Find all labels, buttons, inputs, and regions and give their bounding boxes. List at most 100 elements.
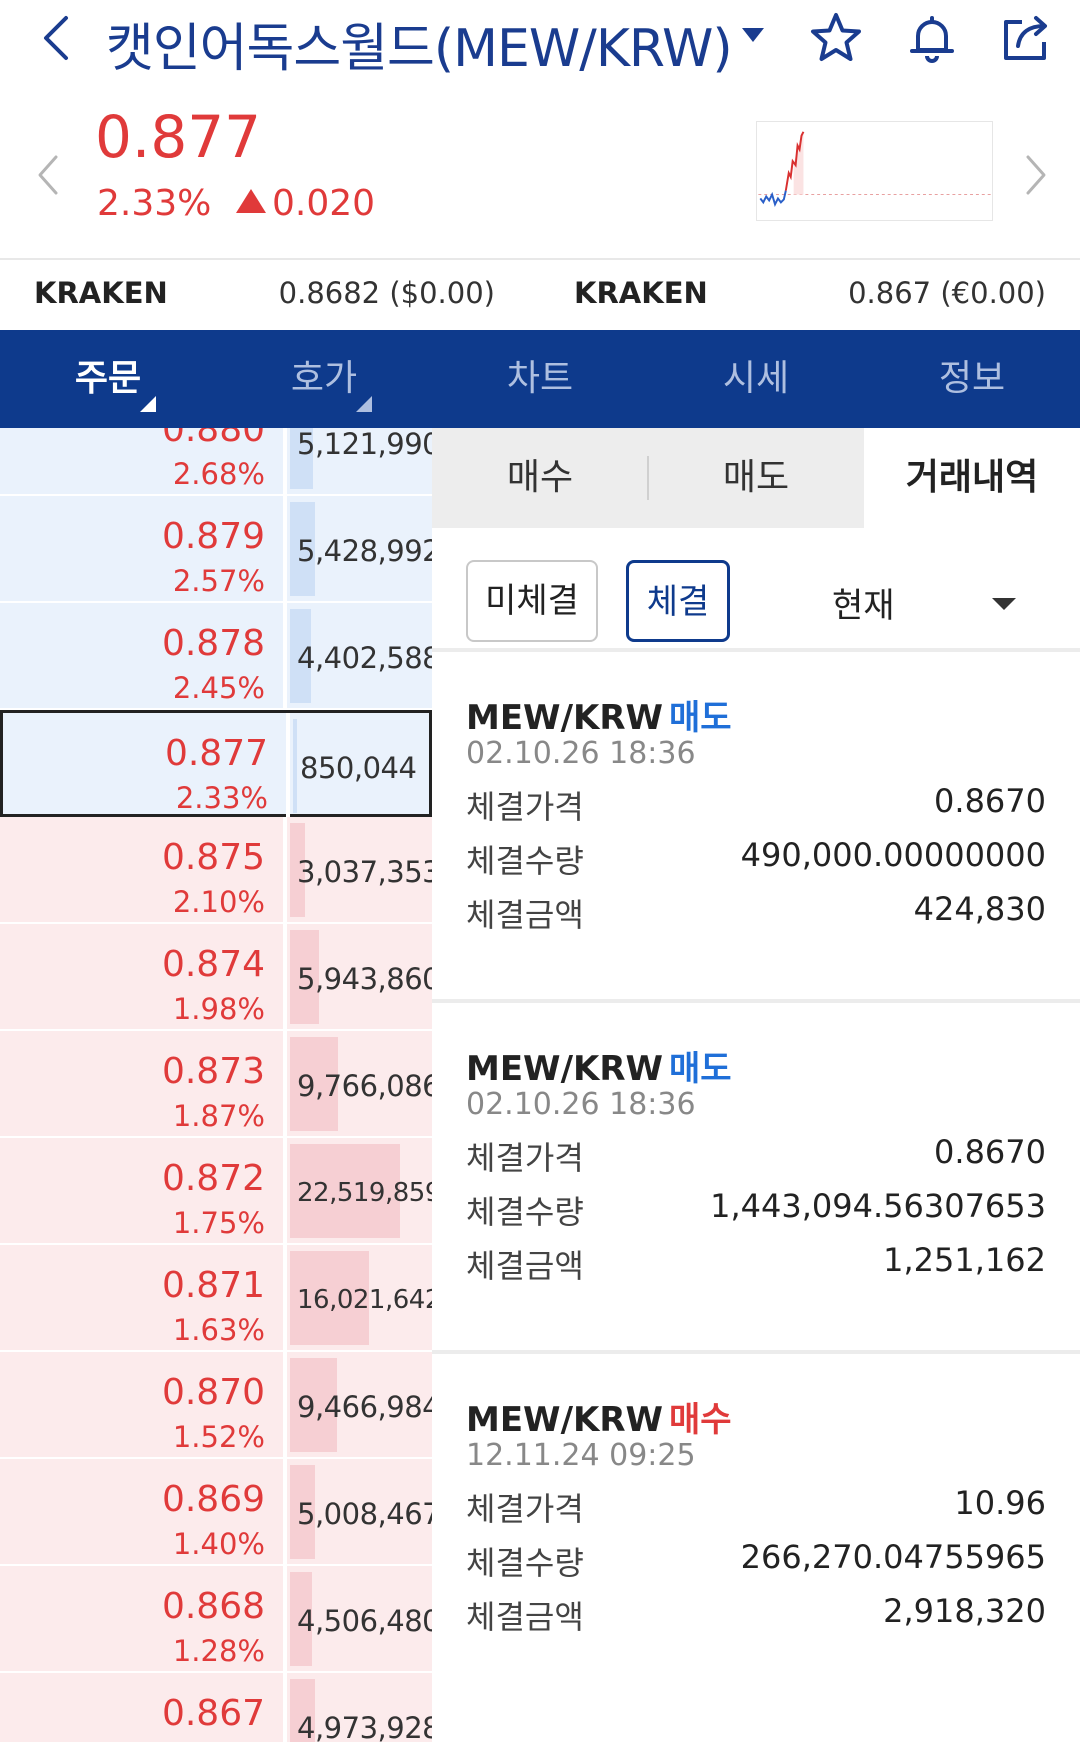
orderbook-price: 0.870 bbox=[161, 1372, 265, 1413]
tab-order[interactable]: 주문 bbox=[0, 330, 216, 428]
prev-coin-icon[interactable] bbox=[36, 153, 60, 197]
trade-detail-row: 체결가격 0.8670 bbox=[466, 782, 1046, 826]
orderbook-row[interactable]: 0.878 2.45% 4,402,588 bbox=[0, 603, 432, 710]
trade-detail-row: 체결금액 424,830 bbox=[466, 890, 1046, 934]
orderbook-row[interactable]: 0.870 1.52% 9,466,984 bbox=[0, 1352, 432, 1459]
orderbook-price: 0.877 bbox=[164, 733, 268, 774]
orderbook-row[interactable]: 0.877 2.33% 850,044 bbox=[0, 710, 432, 818]
bell-icon[interactable] bbox=[904, 10, 960, 66]
subtab-buy[interactable]: 매수 bbox=[506, 457, 574, 498]
subtab-history[interactable]: 거래내역 bbox=[864, 428, 1080, 528]
subtab-divider bbox=[647, 456, 649, 500]
volume-bar bbox=[290, 609, 311, 703]
trade-divider bbox=[432, 999, 1080, 1003]
trade-pair: MEW/KRW bbox=[466, 698, 664, 738]
trade-detail-row: 체결수량 266,270.04755965 bbox=[466, 1538, 1046, 1582]
orderbook-price-cell: 0.878 2.45% bbox=[0, 603, 287, 708]
orderbook-percent: 2.57% bbox=[172, 564, 265, 598]
star-icon[interactable] bbox=[808, 10, 864, 66]
back-icon[interactable] bbox=[38, 14, 74, 62]
orderbook-price: 0.869 bbox=[161, 1479, 265, 1520]
orderbook-row[interactable]: 0.873 1.87% 9,766,086 bbox=[0, 1031, 432, 1138]
period-select[interactable]: 현재 bbox=[832, 586, 895, 626]
share-icon[interactable] bbox=[998, 10, 1054, 66]
dropdown-caret-icon[interactable] bbox=[992, 598, 1016, 610]
orderbook-price: 0.879 bbox=[161, 516, 265, 557]
corner-indicator-icon bbox=[140, 396, 156, 412]
volume-bar bbox=[290, 1144, 400, 1238]
orderbook-price: 0.873 bbox=[161, 1051, 265, 1092]
orderbook-percent: 1.98% bbox=[172, 992, 265, 1026]
tab-orderbook[interactable]: 호가 bbox=[216, 330, 432, 428]
trade-detail-value: 1,443,094.56307653 bbox=[710, 1187, 1046, 1225]
trade-time: 12.11.24 09:25 bbox=[466, 1438, 696, 1473]
orderbook-price: 0.878 bbox=[161, 623, 265, 664]
tab-info[interactable]: 정보 bbox=[938, 358, 1006, 399]
volume-bar bbox=[290, 1251, 369, 1345]
orderbook-price: 0.871 bbox=[161, 1265, 265, 1306]
orderbook-row[interactable]: 0.868 1.28% 4,506,480 bbox=[0, 1566, 432, 1673]
volume-bar bbox=[290, 1572, 312, 1666]
trade-detail-row: 체결금액 2,918,320 bbox=[466, 1592, 1046, 1636]
orderbook-price-cell: 0.877 2.33% bbox=[3, 713, 290, 818]
orderbook-row[interactable]: 0.880 2.68% 5,121,990 bbox=[0, 428, 432, 496]
orderbook-volume: 4,402,588 bbox=[297, 641, 432, 675]
orderbook-percent: 1.28% bbox=[172, 1634, 265, 1668]
trade-card[interactable]: MEW/KRW 매도 02.10.26 18:36 체결가격 0.8670 체결수량 1,4… bbox=[432, 1003, 1080, 1353]
trade-detail-value: 266,270.04755965 bbox=[740, 1538, 1046, 1576]
orderbook-price: 0.867 bbox=[161, 1693, 265, 1734]
subtab-sell[interactable]: 매도 bbox=[722, 457, 790, 498]
orderbook-volume: 22,519,859 bbox=[297, 1178, 432, 1208]
order-subtabs: 매수 매도 거래내역 bbox=[432, 428, 1080, 528]
trade-title: MEW/KRW 매도 bbox=[466, 1041, 732, 1090]
orderbook-price-cell: 0.871 1.63% bbox=[0, 1245, 287, 1350]
orderbook-price: 0.880 bbox=[161, 428, 265, 450]
mini-price-chart[interactable] bbox=[756, 121, 993, 221]
trade-pair: MEW/KRW bbox=[466, 1400, 664, 1440]
orderbook-price-cell: 0.873 1.87% bbox=[0, 1031, 287, 1136]
trade-detail-value: 0.8670 bbox=[934, 1133, 1046, 1171]
filled-filter-button[interactable]: 체결 bbox=[626, 560, 730, 642]
volume-bar bbox=[290, 502, 315, 596]
orderbook-volume: 9,766,086 bbox=[297, 1069, 432, 1103]
trade-detail-label: 체결수량 bbox=[466, 1193, 584, 1231]
trade-detail-label: 체결금액 bbox=[466, 1247, 584, 1285]
orderbook-row[interactable]: 0.879 2.57% 5,428,992 bbox=[0, 496, 432, 603]
header: 캣인어독스월드(MEW/KRW) bbox=[0, 0, 1080, 79]
next-coin-icon[interactable] bbox=[1024, 153, 1048, 197]
volume-bar bbox=[290, 1465, 315, 1559]
page-title[interactable]: 캣인어독스월드(MEW/KRW) bbox=[106, 19, 733, 79]
trade-card[interactable]: MEW/KRW 매수 12.11.24 09:25 체결가격 10.96 체결수량 266,… bbox=[432, 1354, 1080, 1704]
caret-down-icon[interactable] bbox=[742, 28, 764, 42]
orderbook-price-cell: 0.870 1.52% bbox=[0, 1352, 287, 1457]
trade-side: 매도 bbox=[669, 698, 732, 738]
orderbook-row[interactable]: 0.871 1.63% 16,021,642 bbox=[0, 1245, 432, 1352]
tab-market-price[interactable]: 시세 bbox=[722, 358, 790, 399]
orderbook-price-cell: 0.879 2.57% bbox=[0, 496, 287, 601]
trade-card[interactable]: MEW/KRW 매도 02.10.26 18:36 체결가격 0.8670 체결수량 490… bbox=[432, 652, 1080, 1002]
orderbook-row[interactable]: 0.874 1.98% 5,943,860 bbox=[0, 924, 432, 1031]
orderbook-volume: 5,428,992 bbox=[297, 534, 432, 568]
orderbook-percent: 2.33% bbox=[175, 781, 268, 815]
exchange-name: KRAKEN bbox=[34, 276, 168, 310]
trade-detail-label: 체결가격 bbox=[466, 1490, 584, 1528]
orderbook-row[interactable]: 0.872 1.75% 22,519,859 bbox=[0, 1138, 432, 1245]
tab-chart[interactable]: 차트 bbox=[506, 358, 574, 399]
orderbook-price-cell: 0.874 1.98% bbox=[0, 924, 287, 1029]
orderbook-percent: 1.40% bbox=[172, 1527, 265, 1561]
trade-detail-label: 체결가격 bbox=[466, 1139, 584, 1177]
exchange-name: KRAKEN bbox=[574, 276, 708, 310]
exchange-price: 0.8682 ($0.00) bbox=[278, 276, 495, 310]
orderbook-row[interactable]: 0.869 1.40% 5,008,467 bbox=[0, 1459, 432, 1566]
trade-time: 02.10.26 18:36 bbox=[466, 736, 696, 771]
orderbook-row[interactable]: 0.867 4,973,928 bbox=[0, 1673, 432, 1742]
price-summary: 0.877 2.33% 0.020 bbox=[0, 95, 1080, 255]
volume-bar bbox=[290, 428, 313, 489]
orderbook-percent: 1.52% bbox=[172, 1420, 265, 1454]
orderbook-row[interactable]: 0.875 2.10% 3,037,353 bbox=[0, 817, 432, 924]
trade-detail-row: 체결가격 0.8670 bbox=[466, 1133, 1046, 1177]
orderbook-volume: 5,121,990 bbox=[297, 428, 432, 461]
trade-time: 02.10.26 18:36 bbox=[466, 1087, 696, 1122]
unfilled-filter-button[interactable]: 미체결 bbox=[466, 560, 598, 642]
orderbook-volume: 5,943,860 bbox=[297, 962, 432, 996]
